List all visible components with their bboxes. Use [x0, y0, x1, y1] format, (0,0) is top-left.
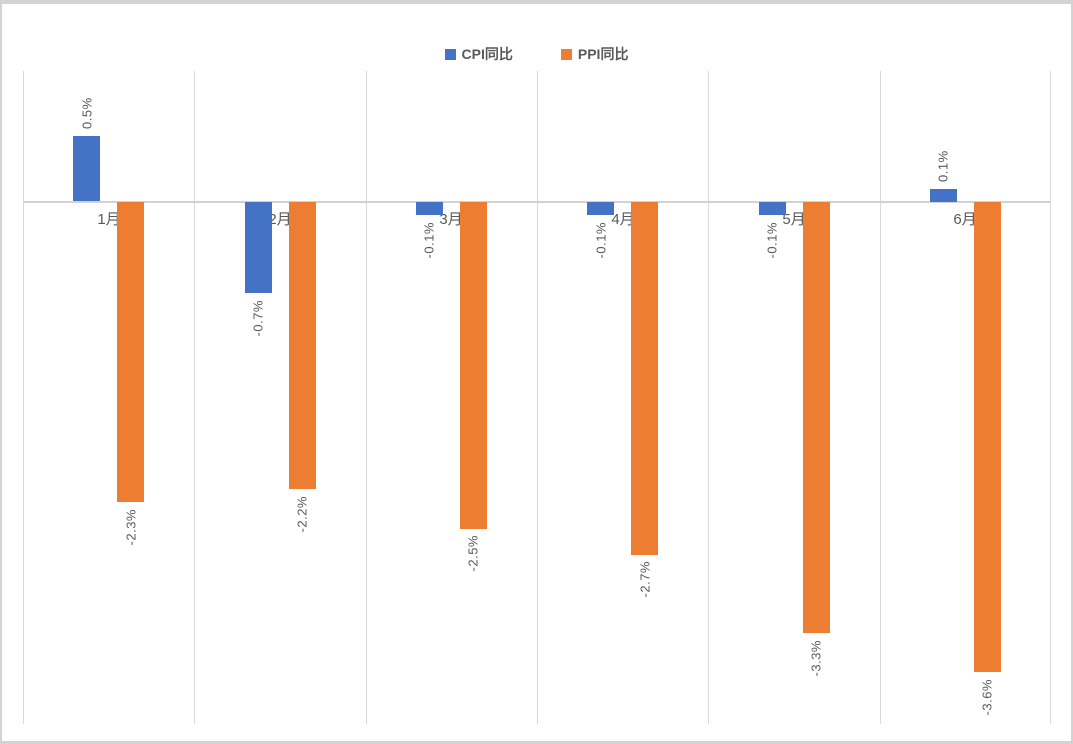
data-label: -0.1% — [593, 222, 609, 259]
data-label: -0.7% — [250, 300, 266, 337]
bar-ppi — [289, 202, 316, 489]
data-label: -3.3% — [808, 640, 824, 677]
x-axis-label: 6月 — [953, 211, 977, 228]
gridline-vertical — [536, 71, 538, 724]
data-label: -2.2% — [294, 496, 310, 533]
bar-ppi — [460, 202, 487, 529]
legend-swatch-icon — [560, 48, 572, 60]
plot-area: 1月 2月 3月 4月 5月 6月 0.5% -0.7% -0.1% -0.1% -0.1% 0.1%… — [23, 71, 1051, 724]
gridline-vertical — [1050, 71, 1051, 724]
gridline-vertical — [365, 71, 367, 724]
data-label: -3.6% — [979, 679, 995, 716]
x-axis-label: 2月 — [268, 211, 292, 228]
x-axis-label: 3月 — [439, 211, 463, 228]
data-label: -0.1% — [421, 222, 437, 259]
bar-cpi — [930, 189, 957, 202]
bar-ppi — [117, 202, 144, 502]
legend-swatch-icon — [444, 48, 456, 60]
gridline-vertical — [707, 71, 709, 724]
bar-cpi — [73, 136, 100, 201]
legend-label: CPI同比 — [461, 46, 513, 62]
x-axis-label: 5月 — [782, 211, 806, 228]
bar-cpi — [759, 202, 786, 215]
data-label: -2.5% — [465, 535, 481, 572]
data-label: -0.1% — [764, 222, 780, 259]
bar-cpi — [245, 202, 272, 293]
bar-ppi — [631, 202, 658, 555]
data-label: 0.5% — [79, 97, 95, 129]
legend-item-ppi: PPI同比 — [560, 44, 629, 64]
gridline-vertical — [879, 71, 881, 724]
legend-item-cpi: CPI同比 — [444, 44, 513, 64]
bar-cpi — [416, 202, 443, 215]
chart-legend: CPI同比 PPI同比 — [2, 44, 1071, 64]
legend-label: PPI同比 — [577, 46, 629, 62]
x-axis-zero-line — [23, 201, 1051, 203]
data-label: -2.7% — [637, 561, 653, 598]
bar-ppi — [974, 202, 1001, 672]
data-label: -2.3% — [123, 509, 139, 546]
bar-ppi — [803, 202, 830, 633]
data-label: 0.1% — [935, 150, 951, 182]
x-axis-label: 1月 — [97, 211, 121, 228]
gridline-vertical — [23, 71, 24, 724]
gridline-vertical — [193, 71, 195, 724]
bar-cpi — [587, 202, 614, 215]
x-axis-label: 4月 — [611, 211, 635, 228]
